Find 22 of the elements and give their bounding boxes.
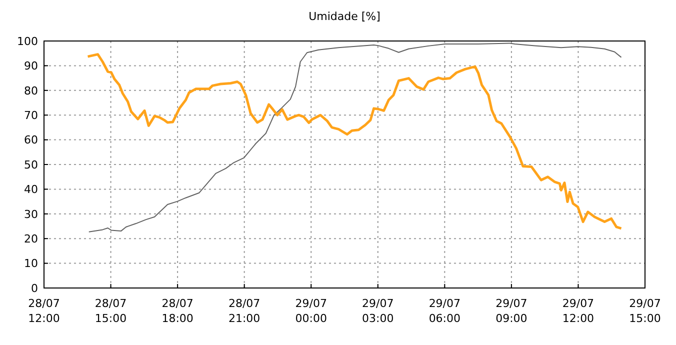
y-tick-label: 10 [24, 257, 38, 270]
x-tick-label: 29/07 03:00 [362, 297, 394, 325]
x-tick-label: 29/07 12:00 [562, 297, 594, 325]
x-tick-label: 29/07 09:00 [496, 297, 528, 325]
x-tick-label: 28/07 15:00 [94, 297, 127, 325]
y-tick-label: 50 [24, 158, 38, 172]
x-tick-label: 29/07 06:00 [428, 297, 461, 325]
y-tick-label: 40 [24, 183, 38, 196]
x-tick-label: 28/07 12:00 [28, 297, 60, 325]
y-tick-label: 30 [24, 208, 38, 221]
y-tick-label: 70 [24, 108, 38, 122]
y-tick-label: 100 [17, 34, 38, 48]
y-tick-label: 90 [24, 60, 38, 73]
y-tick-label: 0 [31, 282, 38, 295]
chart-title: Umidade [%] [308, 10, 380, 23]
x-tick-label: 29/07 00:00 [295, 297, 327, 325]
x-tick-label: 28/07 18:00 [162, 297, 194, 325]
x-tick-label: 28/07 21:00 [228, 297, 260, 325]
y-tick-label: 60 [24, 134, 38, 147]
y-tick-label: 80 [24, 84, 38, 98]
y-tick-label: 20 [24, 232, 38, 246]
x-tick-label: 29/07 15:00 [629, 297, 661, 325]
